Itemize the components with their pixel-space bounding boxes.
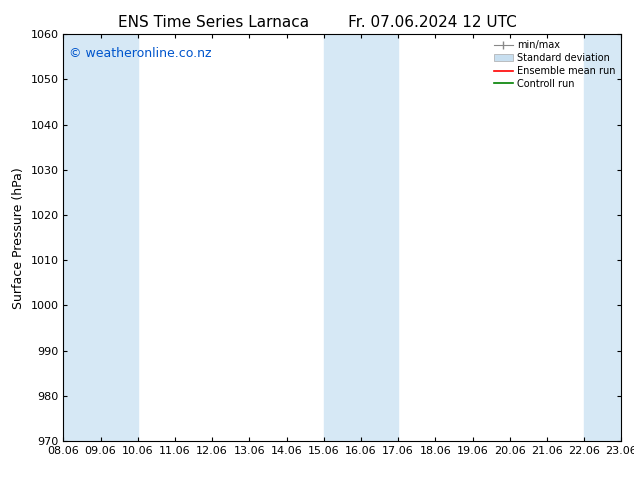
Legend: min/max, Standard deviation, Ensemble mean run, Controll run: min/max, Standard deviation, Ensemble me… <box>491 37 618 92</box>
Bar <box>584 34 621 441</box>
Bar <box>324 34 398 441</box>
Text: ENS Time Series Larnaca        Fr. 07.06.2024 12 UTC: ENS Time Series Larnaca Fr. 07.06.2024 1… <box>118 15 516 30</box>
Text: © weatheronline.co.nz: © weatheronline.co.nz <box>69 47 212 59</box>
Y-axis label: Surface Pressure (hPa): Surface Pressure (hPa) <box>12 167 25 309</box>
Bar <box>63 34 138 441</box>
